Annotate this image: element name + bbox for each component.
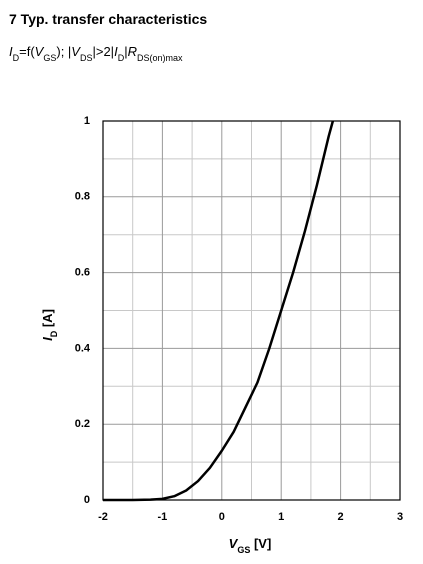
y-axis-label: ID [A] xyxy=(40,309,59,341)
text-part: I xyxy=(40,337,55,341)
x-tick-label: 0 xyxy=(219,511,225,523)
text-part: R xyxy=(128,44,137,59)
text-part: GS xyxy=(237,545,250,555)
text-part: =f( xyxy=(19,44,35,59)
x-axis-label: VGS [V] xyxy=(229,536,272,555)
text-part: GS xyxy=(43,53,56,63)
text-part: DS xyxy=(80,53,93,63)
y-tick-label: 0.4 xyxy=(75,342,91,354)
x-tick-label: 3 xyxy=(397,511,403,523)
x-tick-label: 1 xyxy=(278,511,284,523)
text-part: DS(on)max xyxy=(137,53,183,63)
text-part: I xyxy=(114,44,118,59)
text-part: I xyxy=(9,44,13,59)
x-tick-label: -2 xyxy=(98,511,108,523)
text-part: D xyxy=(49,330,59,337)
y-tick-label: 0.6 xyxy=(75,267,90,279)
text-part: | xyxy=(124,44,127,59)
x-tick-label: 2 xyxy=(338,511,344,523)
text-part: [V] xyxy=(250,536,271,551)
text-part: V xyxy=(229,536,239,551)
text-part: V xyxy=(71,44,81,59)
chart-subtitle: ID=f(VGS); |VDS|>2|ID|RDS(on)max xyxy=(9,44,183,63)
y-tick-label: 0 xyxy=(84,494,90,506)
plot-frame xyxy=(102,120,401,501)
text-part: ); | xyxy=(56,44,71,59)
y-tick-label: 0.8 xyxy=(75,191,90,203)
text-part: |>2| xyxy=(92,44,114,59)
y-tick-label: 1 xyxy=(84,115,90,127)
text-part: D xyxy=(13,53,20,63)
text-part: V xyxy=(35,44,45,59)
data-line xyxy=(103,120,335,502)
text-part: [A] xyxy=(40,309,55,331)
x-tick-label: -1 xyxy=(158,511,168,523)
y-tick-label: 0.2 xyxy=(75,418,90,430)
chart-title: 7 Typ. transfer characteristics xyxy=(9,11,207,27)
text-part: D xyxy=(118,53,125,63)
